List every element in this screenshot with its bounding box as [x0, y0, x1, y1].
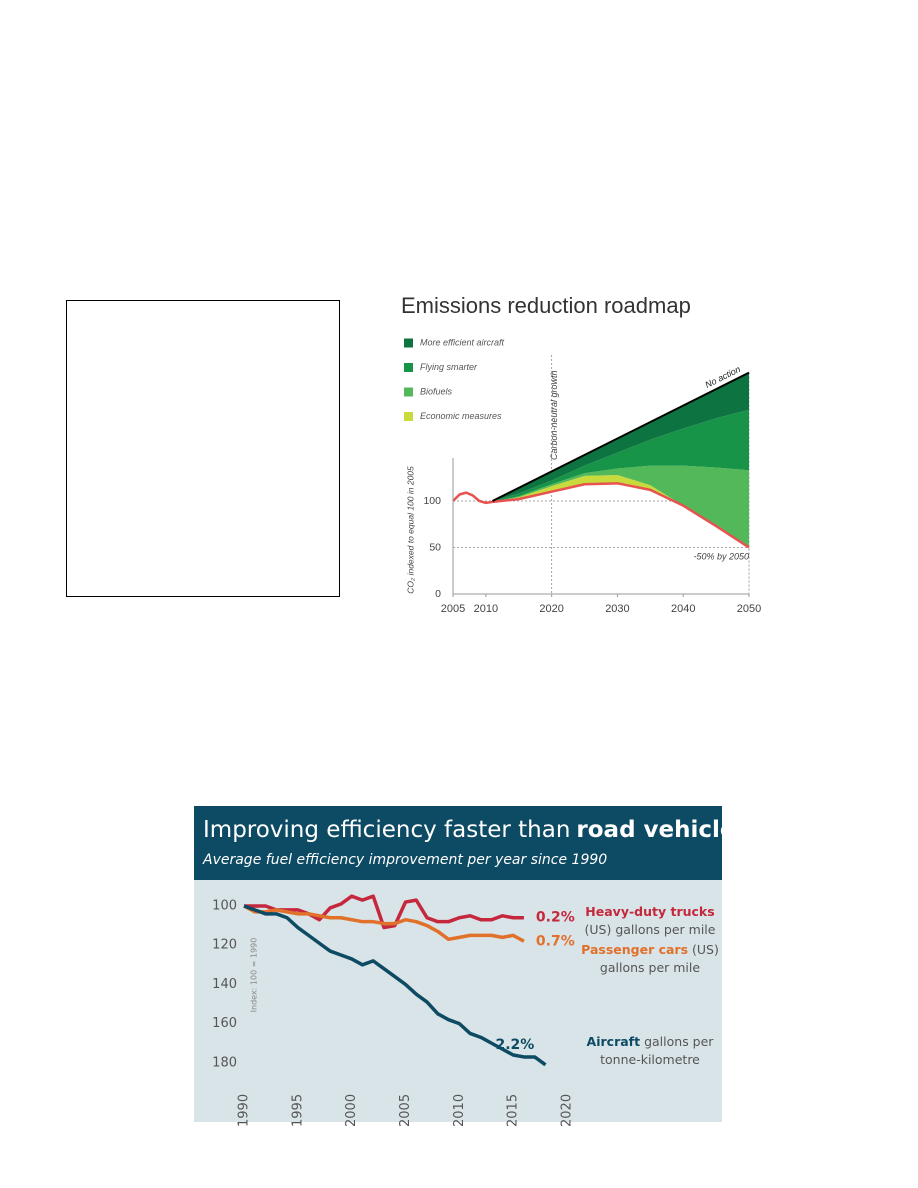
title-text: Improving efficiency faster than	[203, 817, 570, 843]
header-band	[194, 806, 722, 880]
legend-swatch	[404, 412, 413, 421]
x-tick-label: 2000	[344, 1094, 359, 1127]
chart-subtitle: Average fuel efficiency improvement per …	[202, 852, 607, 868]
title-emphasis: road vehicles	[576, 817, 749, 843]
legend-name: Heavy-duty trucks	[585, 904, 715, 919]
legend-name: Passenger cars	[581, 942, 689, 957]
legend-name: Aircraft	[586, 1034, 641, 1049]
y-tick-label: 0	[435, 588, 441, 600]
net-label: -50% by 2050	[693, 551, 749, 561]
x-tick-label: 2015	[506, 1094, 521, 1127]
legend-swatch	[404, 387, 413, 397]
rate-label: 0.7%	[536, 933, 575, 949]
x-tick-label: 2040	[671, 603, 695, 615]
chart-title: Emissions reduction roadmap	[401, 293, 691, 318]
legend-entry: Heavy-duty trucks (US) gallons per mile	[570, 903, 730, 939]
x-tick-label: 2010	[452, 1094, 467, 1127]
marker-label: Carbon-neutral growth	[549, 370, 559, 460]
x-tick-label: 2020	[539, 603, 563, 615]
y-tick-label: 50	[429, 541, 441, 553]
y-tick-label: 100	[423, 495, 441, 507]
x-tick-label: 2005	[441, 603, 465, 615]
y-axis-label: Index: 100 = 1990	[250, 938, 259, 1013]
y-tick-label: 100	[212, 898, 237, 913]
y-tick-label: 140	[212, 977, 237, 992]
area	[492, 465, 749, 548]
y-tick-label: 120	[212, 938, 237, 953]
legend-unit: gallons per tonne-kilometre	[600, 1034, 714, 1067]
legend-label: More efficient aircraft	[420, 337, 505, 347]
legend-swatch	[404, 363, 413, 372]
x-tick-label: 2005	[398, 1094, 413, 1127]
net-line	[452, 482, 750, 549]
legend-label: Flying smarter	[420, 362, 478, 372]
rate-label: 2.2%	[495, 1037, 534, 1053]
legend-label: Economic measures	[420, 411, 502, 421]
legend-label: Biofuels	[420, 386, 453, 396]
efficiency-chart: Improving efficiency faster than road veh…	[194, 806, 749, 1127]
y-tick-label: 180	[212, 1055, 237, 1070]
area	[492, 409, 749, 502]
legend-entry: Aircraft gallons per tonne-kilometre	[570, 1033, 730, 1069]
legend-swatch	[404, 338, 413, 348]
x-tick-label: 2030	[605, 603, 629, 615]
series-line	[244, 894, 524, 930]
series-line	[243, 904, 547, 1067]
x-tick-label: 2010	[474, 603, 498, 615]
chart-title: Improving efficiency faster than road veh…	[203, 817, 749, 843]
legend-unit: (US) gallons per mile	[599, 942, 719, 975]
legend-entry: Passenger cars (US) gallons per mile	[570, 941, 730, 977]
x-tick-label: 1995	[290, 1094, 305, 1127]
plot-background	[194, 880, 722, 1122]
rate-label: 0.2%	[536, 910, 575, 926]
x-tick-label: 2050	[737, 603, 761, 615]
empty-panel	[66, 300, 340, 597]
x-tick-label: 2020	[560, 1094, 575, 1127]
roadmap-chart: Emissions reduction roadmap 0 50 100 2005 20…	[401, 293, 761, 615]
x-tick-label: 1990	[237, 1094, 252, 1127]
no-action-line	[492, 371, 750, 502]
series-line	[243, 904, 525, 943]
legend-unit: (US) gallons per mile	[584, 922, 716, 937]
y-axis-label: CO₂ indexed to equal 100 in 2005	[405, 466, 415, 594]
y-tick-label: 160	[212, 1016, 237, 1031]
